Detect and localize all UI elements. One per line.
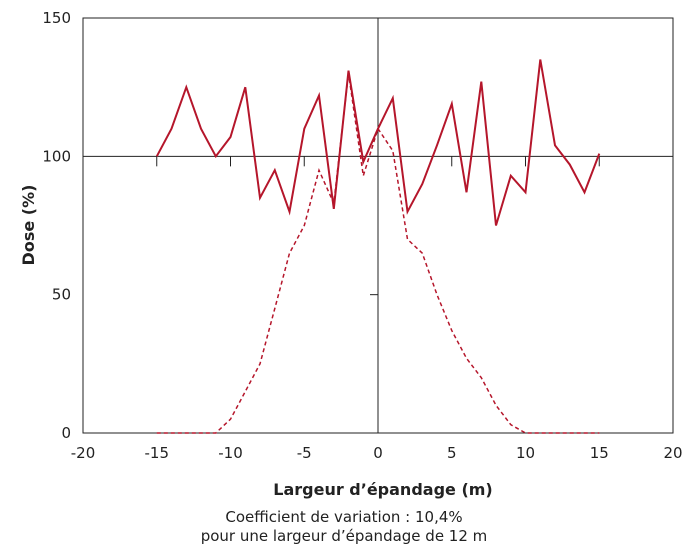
tick-marks <box>156 155 600 296</box>
y-tick-label: 50 <box>52 286 71 304</box>
caption-line-2: pour une largeur d’épandage de 12 m <box>200 527 488 545</box>
y-tick-label: 150 <box>42 9 71 27</box>
x-tick-label: -5 <box>297 444 312 462</box>
x-axis-title: Largeur d’épandage (m) <box>273 480 492 499</box>
x-tick-label: 10 <box>516 444 535 462</box>
x-tick-label: -10 <box>218 444 243 462</box>
x-tick-label: 15 <box>590 444 609 462</box>
dashed-series-line <box>156 73 600 434</box>
dose-chart: -20 -15 -10 -5 0 5 10 15 20 0 50 100 150 Largeur d’… <box>19 9 683 499</box>
y-axis-title: Dose (%) <box>19 185 38 266</box>
x-tick-label: 0 <box>373 444 383 462</box>
caption-line-1: Coefficient de variation : 10,4% <box>225 508 463 526</box>
x-tick-label: -15 <box>145 444 170 462</box>
x-tick-labels: -20 -15 -10 -5 0 5 10 15 20 <box>71 444 683 462</box>
series-lines <box>155 59 601 434</box>
y-tick-label: 100 <box>42 147 71 165</box>
x-tick-label: 20 <box>663 444 682 462</box>
x-tick-label: 5 <box>447 444 457 462</box>
y-tick-label: 0 <box>61 424 71 442</box>
x-tick-label: -20 <box>71 444 96 462</box>
y-tick-labels: 0 50 100 150 <box>42 9 71 442</box>
